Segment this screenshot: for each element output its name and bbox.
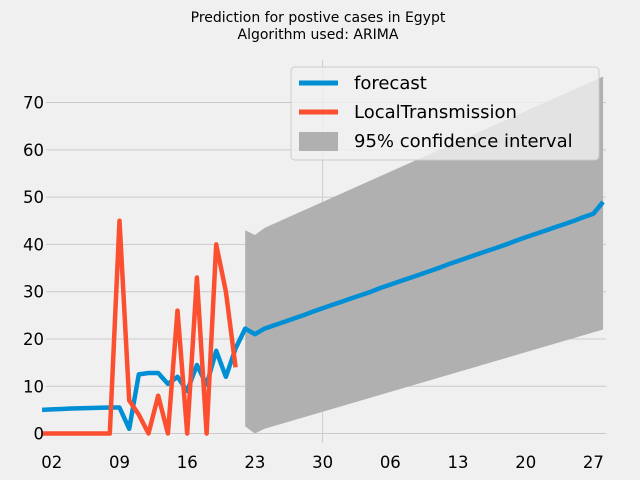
x-tick-label: 02 xyxy=(41,453,62,472)
confidence-band xyxy=(245,76,604,434)
legend-confidence-swatch xyxy=(299,132,338,151)
y-tick-label: 70 xyxy=(23,94,44,113)
y-tick-label: 20 xyxy=(23,330,44,349)
y-axis: 0 10 20 30 40 50 60 70 xyxy=(23,94,44,444)
y-tick-label: 40 xyxy=(23,235,44,254)
x-axis: 02 09 16 23 30 06 13 20 27 xyxy=(41,453,604,472)
y-tick-label: 30 xyxy=(23,283,44,302)
y-tick-label: 0 xyxy=(34,425,45,444)
local-transmission-line xyxy=(42,218,238,436)
x-tick-label: 13 xyxy=(448,453,469,472)
series-layer xyxy=(41,200,605,436)
confidence-band-layer xyxy=(245,76,604,434)
chart-subtitle: Algorithm used: ARIMA xyxy=(238,27,399,43)
x-tick-label: 27 xyxy=(583,453,604,472)
legend-forecast-label: forecast xyxy=(354,73,427,94)
x-tick-label: 23 xyxy=(244,453,265,472)
legend-box xyxy=(290,66,600,161)
x-tick-label: 16 xyxy=(177,453,198,472)
legend: forecast LocalTransmission 95% confidenc… xyxy=(290,66,600,161)
legend-local-transmission-label: LocalTransmission xyxy=(354,102,517,123)
chart-title: Prediction for postive cases in Egypt xyxy=(191,10,446,26)
forecast-line xyxy=(41,200,605,432)
y-tick-label: 10 xyxy=(23,377,44,396)
x-tick-label: 20 xyxy=(515,453,536,472)
y-tick-label: 60 xyxy=(23,141,44,160)
x-tick-label: 06 xyxy=(380,453,401,472)
x-tick-label: 09 xyxy=(109,453,130,472)
x-tick-label: 30 xyxy=(312,453,333,472)
legend-confidence-label: 95% confidence interval xyxy=(354,131,573,152)
y-tick-label: 50 xyxy=(23,188,44,207)
